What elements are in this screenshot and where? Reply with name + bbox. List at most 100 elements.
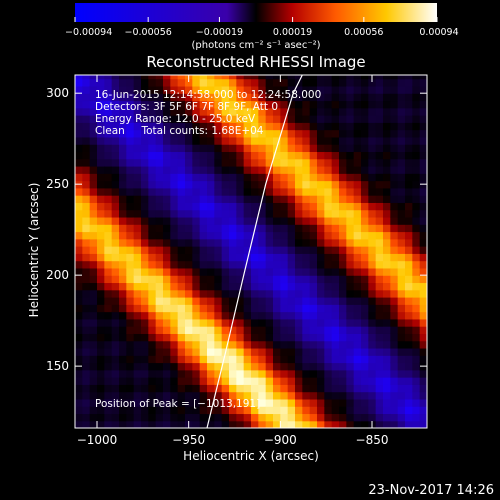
heatmap-cell [236,151,245,160]
heatmap-cell [185,78,193,87]
heatmap-cell [412,115,421,123]
heatmap-cell [280,326,289,334]
heatmap-cell [331,406,340,415]
heatmap-cell [287,238,296,247]
heatmap-cell [163,202,171,211]
heatmap-cell [280,369,289,378]
heatmap-cell [419,173,427,182]
heatmap-cell [375,289,384,298]
heatmap-cell [397,100,406,109]
heatmap-cell [229,75,237,80]
heatmap-cell [287,253,296,262]
heatmap-cell [295,100,303,109]
heatmap-cell [141,340,149,349]
heatmap-cell [397,224,406,233]
heatmap-cell [192,209,201,218]
heatmap-cell [375,253,384,262]
heatmap-cell [243,289,252,298]
heatmap-cell [280,107,289,116]
heatmap-cell [412,296,421,305]
heatmap-cell [214,289,223,298]
heatmap-cell [155,420,164,428]
heatmap-cell [148,238,157,247]
heatmap-cell [324,107,333,116]
heatmap-cell [375,180,384,189]
heatmap-cell [412,93,421,102]
heatmap-cell [280,216,289,225]
heatmap-cell [207,238,215,247]
heatmap-cell [148,377,157,385]
heatmap-cell [229,398,237,407]
heatmap-cell [302,326,311,334]
heatmap-cell [412,187,421,196]
heatmap-cell [353,85,362,94]
heatmap-cell [82,238,91,247]
heatmap-cell [317,260,325,269]
heatmap-cell [258,275,267,284]
heatmap-cell [155,326,164,334]
heatmap-cell [258,231,267,240]
heatmap-cell [155,369,164,378]
heatmap-cell [214,180,223,189]
heatmap-cell [119,420,127,428]
heatmap-cell [339,85,347,94]
heatmap-cell [397,75,406,80]
heatmap-cell [302,187,311,196]
heatmap-cell [361,384,369,393]
heatmap-cell [331,398,340,407]
heatmap-cell [111,187,120,196]
heatmap-cell [207,151,215,160]
heatmap-cell [236,93,245,102]
heatmap-cell [405,187,413,196]
heatmap-cell [236,420,245,428]
heatmap-cell [126,377,135,385]
heatmap-cell [412,158,421,167]
heatmap-cell [346,180,355,189]
heatmap-cell [405,362,413,371]
heatmap-cell [419,136,427,145]
heatmap-cell [221,107,230,116]
heatmap-cell [302,231,311,240]
heatmap-cell [251,216,259,225]
heatmap-cell [324,122,333,131]
heatmap-cell [170,253,179,262]
heatmap-cell [214,144,223,153]
heatmap-cell [375,85,384,94]
heatmap-cell [111,165,120,174]
heatmap-cell [273,115,281,123]
heatmap-cell [119,347,127,356]
heatmap-cell [82,122,91,131]
heatmap-cell [155,231,164,240]
heatmap-cell [199,326,208,334]
heatmap-cell [346,282,355,291]
heatmap-cell [214,282,223,291]
heatmap-cell [390,115,399,123]
heatmap-cell [155,165,164,174]
heatmap-cell [302,115,311,123]
heatmap-cell [368,260,377,269]
heatmap-cell [163,165,171,174]
heatmap-cell [207,144,215,153]
heatmap-cell [177,75,186,80]
heatmap-cell [368,231,377,240]
heatmap-cell [177,78,186,87]
heatmap-cell [170,115,179,123]
heatmap-cell [265,107,274,116]
heatmap-cell [192,136,201,145]
heatmap-cell [155,253,164,262]
heatmap-cell [302,238,311,247]
heatmap-cell [405,355,413,364]
heatmap-cell [353,129,362,138]
heatmap-cell [251,289,259,298]
heatmap-cell [273,165,281,174]
heatmap-cell [251,173,259,182]
heatmap-cell [287,122,296,131]
heatmap-cell [148,93,157,102]
heatmap-cell [339,267,347,276]
heatmap-cell [199,195,208,203]
heatmap-cell [309,326,318,334]
heatmap-cell [185,231,193,240]
heatmap-cell [163,420,171,428]
heatmap-cell [317,340,325,349]
colorbar-ticks: −0.00094 −0.00056 −0.00019 0.00019 0.00056 0.… [65,17,459,38]
